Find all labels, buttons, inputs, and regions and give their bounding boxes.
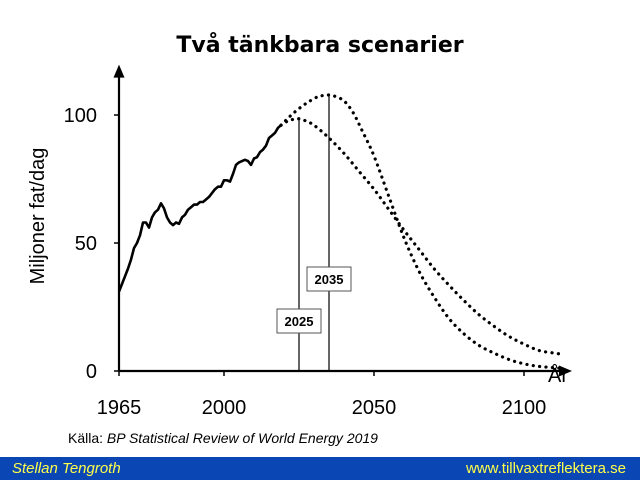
year-markers: 2025 2035 (276, 95, 352, 371)
year-marker-label: 2025 (285, 314, 314, 329)
x-tick-label: 2100 (502, 397, 547, 419)
chart-title: Två tänkbara scenarier (176, 32, 463, 58)
x-tick-label: 2050 (352, 397, 397, 419)
scenario-2035-line (279, 93, 565, 370)
axes (113, 64, 572, 377)
source-prefix: Källa: (68, 430, 107, 446)
historical-production-line (117, 124, 282, 293)
y-tick-label: 100 (64, 105, 97, 127)
year-marker-label: 2035 (315, 272, 344, 287)
y-axis-label: Miljoner fat/dag (27, 148, 49, 285)
source-title: BP Statistical Review of World Energy 20… (106, 430, 378, 446)
year-marker-box (276, 308, 322, 334)
series-group (117, 93, 565, 370)
footer-url[interactable]: www.tillvaxtreflektera.se (465, 460, 626, 477)
x-axis-label: År (548, 364, 568, 387)
y-axis-arrow (113, 64, 125, 78)
x-tick-label: 2000 (202, 397, 247, 419)
y-tick-label: 50 (75, 233, 97, 255)
source-note: Källa: BP Statistical Review of World En… (68, 430, 378, 446)
chart: Två tänkbara scenarier Miljoner fat/dag … (27, 32, 572, 419)
year-marker-box (306, 266, 352, 292)
y-tick-label: 0 (86, 361, 97, 383)
tick-labels: 0 50 100 1965 2000 2050 2100 (64, 105, 547, 419)
x-tick-label: 1965 (97, 397, 142, 419)
x-axis-arrow (559, 365, 572, 377)
footer-bar: Stellan Tengroth www.tillvaxtreflektera.… (0, 457, 640, 480)
scenario-2025-line (279, 117, 565, 356)
footer-author: Stellan Tengroth (12, 460, 121, 477)
